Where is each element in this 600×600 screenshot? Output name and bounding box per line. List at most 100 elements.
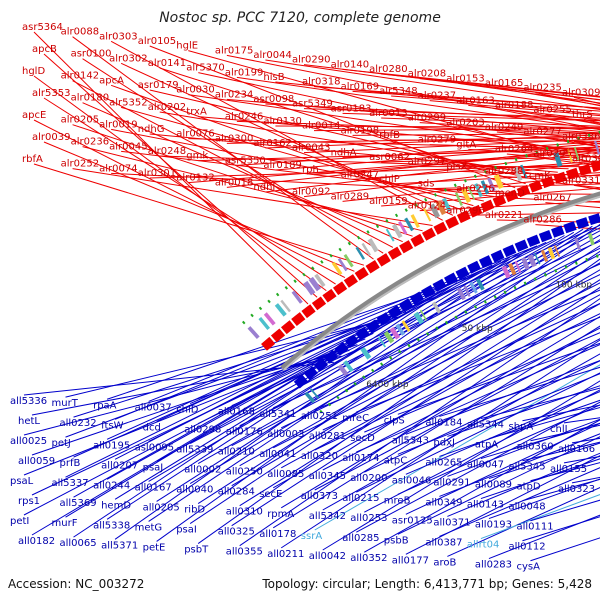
reverse-gene-label: all0387	[425, 537, 462, 548]
reverse-gene-line	[447, 385, 600, 437]
forward-gene-label: alr0074	[99, 163, 137, 174]
forward-gene-line	[313, 127, 600, 132]
forward-gene-label: alr0280	[369, 64, 407, 75]
reverse-gene-line	[480, 458, 600, 500]
forward-gene-label: alr0295	[533, 149, 571, 160]
reverse-gene-label: all0041	[259, 449, 296, 460]
inner-orf-segment	[501, 265, 511, 279]
forward-gene-label: alr0030	[176, 85, 214, 96]
forward-gene-label: asr5350	[225, 155, 266, 166]
inner-orf-segment	[514, 260, 522, 273]
orf-band-segment	[423, 208, 432, 222]
forward-gene-line	[33, 163, 365, 266]
reverse-gene-label: all0291	[433, 477, 470, 488]
reverse-gene-label: all0166	[558, 444, 595, 455]
forward-gene-line	[458, 212, 600, 216]
reverse-gene-label: psbB	[384, 535, 409, 546]
forward-gene-label: alr0045	[109, 141, 147, 152]
forward-gene-label: alr0162	[253, 138, 291, 149]
forward-gene-line	[458, 126, 600, 140]
reverse-gene-label: atpC	[384, 455, 407, 466]
forward-gene-line	[352, 90, 600, 109]
reverse-gene-line	[114, 256, 511, 500]
orf-band-segment	[567, 148, 573, 163]
orf-band-segment	[493, 174, 504, 189]
forward-gene-label: alr0302	[109, 53, 147, 64]
reverse-gene-label: all0176	[226, 427, 263, 438]
forward-strand-ring	[261, 160, 600, 351]
forward-gene-line	[275, 125, 600, 128]
forward-gene-label: thrS	[572, 109, 593, 120]
forward-gene-label: alr0092	[292, 187, 330, 198]
reverse-gene-label: all0215	[342, 493, 379, 504]
forward-gene-line	[303, 138, 600, 154]
reverse-gene-line	[189, 250, 600, 524]
reverse-gene-label: allrt04	[467, 540, 499, 551]
reverse-gene-label: all0003	[267, 429, 304, 440]
forward-gene-label: alr0019	[99, 119, 137, 130]
inner-orf-segment	[360, 347, 372, 360]
forward-gene-line	[226, 136, 600, 144]
reverse-gene-line	[322, 302, 600, 431]
reverse-gene-label: ssrA	[301, 531, 323, 542]
reverse-gene-label: all0048	[509, 502, 546, 513]
forward-gene-label: alr0076	[176, 129, 214, 140]
reverse-gene-label: all0349	[425, 497, 462, 508]
reverse-gene-line	[106, 252, 520, 520]
reverse-gene-line	[397, 404, 600, 495]
reverse-gene-line	[189, 230, 600, 445]
forward-gene-label: alr0264	[495, 144, 533, 155]
reverse-gene-label: dcd	[143, 422, 161, 433]
forward-gene-labels: asr5364 apcB hglD alr5353 apcE alr0039 rbfA alr…	[22, 22, 600, 226]
forward-gene-label: alr0088	[61, 27, 99, 38]
forward-gene-line	[429, 144, 600, 150]
reverse-gene-line	[239, 279, 600, 507]
forward-gene-label: alr0331	[562, 175, 600, 186]
reverse-gene-label: all0047	[467, 460, 504, 471]
scale-label: 6400 kbp	[366, 380, 409, 390]
genome-rings	[242, 130, 600, 414]
inner-orf-segment	[554, 245, 561, 257]
reverse-gene-line	[439, 467, 600, 537]
reverse-gene-line	[280, 315, 600, 509]
inner-orf-segment	[377, 336, 387, 348]
reverse-gene-label: psaJ	[143, 462, 164, 473]
orf-band-segment	[302, 280, 316, 296]
forward-gene-line	[265, 103, 600, 122]
inner-orf-segment	[469, 281, 478, 294]
forward-gene-label: alr0304	[572, 153, 600, 164]
reverse-gene-line	[405, 391, 600, 475]
reverse-gene-line	[272, 325, 600, 529]
reverse-gene-line	[397, 436, 600, 535]
inner-orf-segment	[547, 246, 556, 260]
reverse-gene-label: all5369	[60, 498, 97, 509]
forward-gene-label: alr0248	[148, 146, 186, 157]
forward-gene-label: rbfA	[22, 154, 43, 165]
forward-gene-line	[72, 168, 433, 226]
inner-orf-segment	[508, 262, 517, 276]
reverse-gene-line	[405, 422, 600, 515]
reverse-gene-label: rpaA	[93, 400, 117, 411]
reverse-gene-label: all0178	[259, 529, 296, 540]
reverse-gene-label: all0211	[267, 549, 304, 560]
reverse-gene-line	[73, 282, 458, 538]
inner-orf-segment	[540, 249, 549, 262]
reverse-gene-label: all0002	[184, 465, 221, 476]
forward-gene-label: alr0318	[302, 77, 340, 88]
forward-gene-line	[110, 40, 443, 221]
forward-gene-label: asr0100	[71, 49, 112, 60]
orf-band-segment	[467, 186, 476, 200]
forward-gene-line	[391, 95, 600, 112]
reverse-gene-label: mreC	[342, 413, 369, 424]
reverse-gene-label: all0281	[309, 431, 346, 442]
reverse-gene-label: petE	[143, 542, 166, 553]
orf-band-segment	[461, 188, 472, 203]
forward-gene-label: alr0303	[99, 31, 137, 42]
forward-gene-label: alr0189	[263, 160, 301, 171]
reverse-gene-label: all0345	[309, 471, 346, 482]
inner-orf-segment	[309, 388, 320, 399]
reverse-gene-label: cysA	[517, 562, 541, 573]
forward-gene-label: alr5352	[109, 97, 147, 108]
forward-gene-label: alr0276	[456, 183, 494, 194]
forward-gene-line	[381, 187, 600, 207]
